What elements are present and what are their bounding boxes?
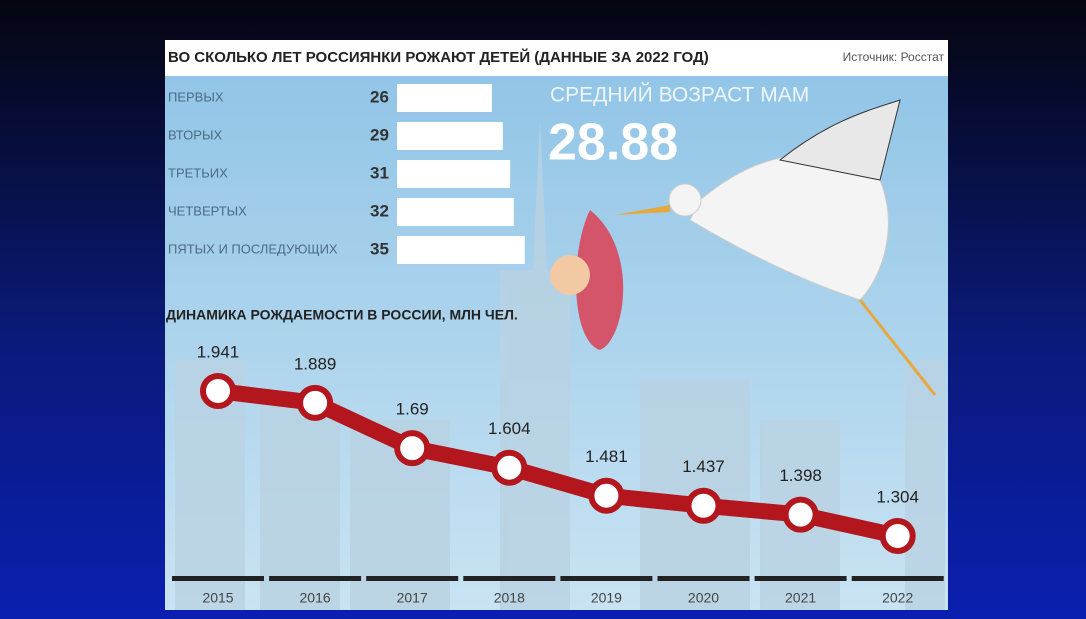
marker	[297, 384, 334, 421]
axis-segment	[269, 576, 362, 581]
marker	[879, 517, 916, 554]
title-band	[165, 40, 948, 76]
category-label: ПЯТЫХ И ПОСЛЕДУЮЩИХ	[168, 241, 338, 256]
marker	[200, 373, 236, 409]
axis-segment	[657, 576, 750, 581]
line-title: ДИНАМИКА РОЖДАЕМОСТИ В РОССИИ, МЛН ЧЕЛ.	[166, 307, 518, 323]
marker	[394, 430, 431, 467]
highlight-label: СРЕДНИЙ ВОЗРАСТ МАМ	[550, 83, 809, 107]
axis-segment	[366, 576, 459, 581]
value-label: 29	[370, 125, 389, 144]
marker	[491, 449, 528, 486]
bar	[397, 236, 525, 264]
x-tick-label: 2019	[591, 590, 622, 606]
value-label: 1.69	[396, 400, 429, 419]
category-label: ВТОРЫХ	[168, 127, 222, 142]
value-label: 32	[370, 201, 389, 220]
axis-segment	[463, 576, 556, 581]
bar	[397, 198, 514, 226]
x-tick-label: 2018	[494, 590, 525, 606]
value-label: 1.304	[876, 487, 919, 506]
value-label: 35	[370, 239, 389, 258]
source: Источник: Росстат	[843, 50, 945, 64]
bar	[397, 160, 511, 188]
marker	[685, 487, 722, 524]
value-label: 1.398	[779, 466, 822, 485]
title: ВО СКОЛЬКО ЛЕТ РОССИЯНКИ РОЖАЮТ ДЕТЕЙ (Д…	[168, 48, 709, 66]
x-tick-label: 2020	[688, 590, 719, 606]
value-label: 26	[370, 87, 389, 106]
category-label: ТРЕТЬИХ	[168, 165, 228, 180]
x-tick-label: 2017	[397, 590, 428, 606]
x-tick-label: 2022	[882, 590, 913, 606]
value-label: 1.941	[197, 342, 240, 361]
axis-segment	[560, 576, 653, 581]
value-label: 1.437	[682, 457, 725, 476]
value-label: 31	[370, 163, 389, 182]
category-label: ПЕРВЫХ	[168, 89, 224, 104]
stork	[550, 99, 937, 396]
value-label: 1.889	[294, 354, 337, 373]
highlight-value: 28.88	[548, 114, 678, 172]
value-label: 1.604	[488, 419, 531, 438]
marker	[782, 496, 819, 533]
axis-segment	[172, 576, 264, 581]
bar	[397, 122, 503, 150]
x-tick-label: 2021	[785, 590, 816, 606]
axis-segment	[754, 576, 847, 581]
x-tick-label: 2015	[202, 590, 233, 606]
bar	[397, 84, 492, 112]
x-tick-label: 2016	[300, 590, 331, 606]
category-label: ЧЕТВЕРТЫХ	[168, 203, 247, 218]
value-label: 1.481	[585, 447, 628, 466]
marker	[588, 477, 625, 514]
axis-segment	[851, 576, 944, 581]
